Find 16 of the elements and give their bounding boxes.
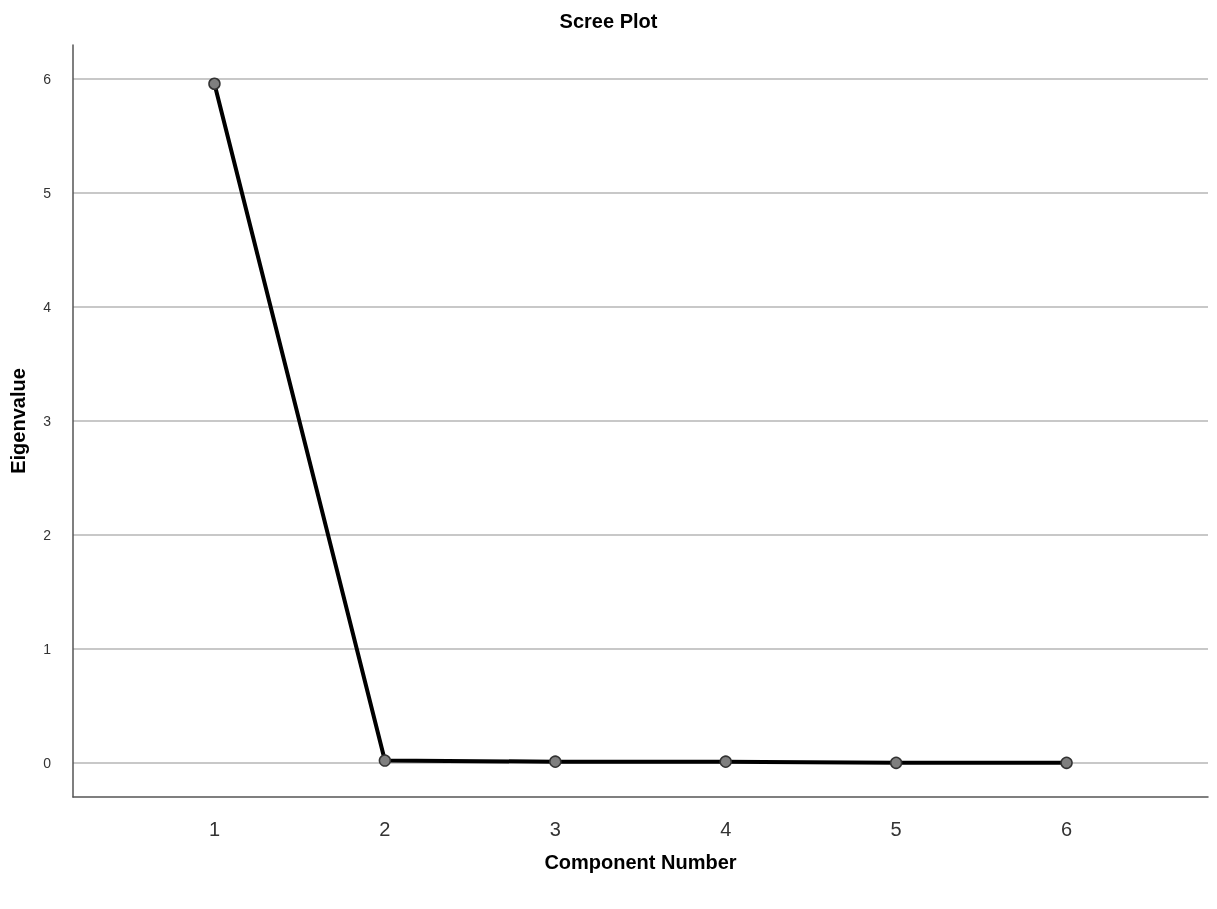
y-tick-label: 4 bbox=[43, 299, 52, 316]
y-tick-label: 3 bbox=[43, 413, 52, 429]
y-tick-label: 1 bbox=[43, 640, 52, 657]
x-tick-label: 2 bbox=[379, 818, 391, 840]
y-tick-label: 2 bbox=[43, 526, 52, 543]
y-tick-label: 5 bbox=[43, 185, 52, 202]
chart-title: Scree Plot bbox=[559, 10, 658, 32]
x-tick-label: 5 bbox=[890, 818, 902, 840]
x-tick-label: 6 bbox=[1060, 818, 1073, 840]
x-tick-label: 3 bbox=[549, 818, 561, 840]
x-tick-label: 4 bbox=[720, 818, 732, 840]
y-tick-label: 0 bbox=[43, 754, 52, 771]
x-tick-label: 1 bbox=[208, 818, 221, 840]
y-tick-label: 6 bbox=[43, 71, 52, 88]
y-axis-title: Eigenvalue bbox=[7, 368, 29, 474]
x-axis-title: Component Number bbox=[544, 851, 737, 873]
